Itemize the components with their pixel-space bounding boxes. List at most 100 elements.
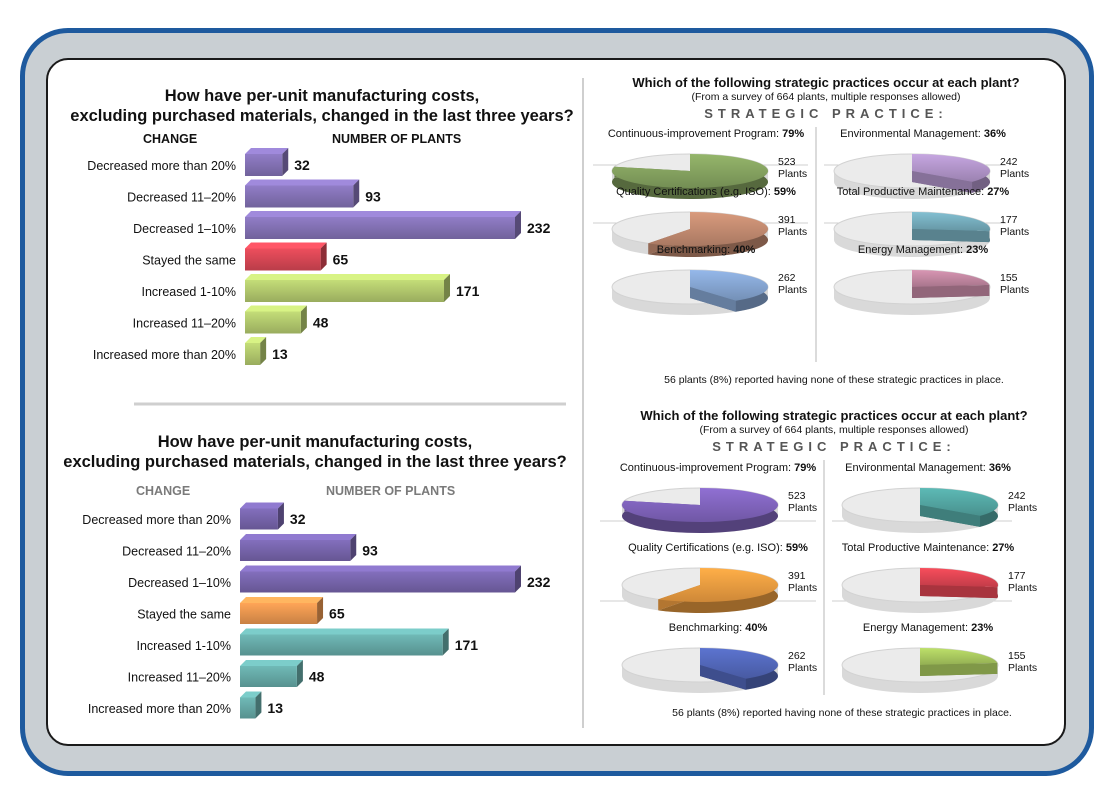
pie-count: 523 [778,156,796,168]
pie-count-unit: Plants [1000,168,1029,180]
pie-count-unit: Plants [778,284,807,296]
data-label: 171 [455,637,479,653]
bar-top-face [240,534,357,540]
pie-count-unit: Plants [1000,226,1029,238]
practice-percent: 40% [745,622,767,634]
pie-count: 242 [1008,490,1026,502]
bar-top-face [245,337,267,343]
section-label: STRATEGIC PRACTICE: [712,439,956,454]
category-label: Decreased 11–20% [122,545,231,559]
practice-label: Quality Certifications (e.g. ISO): 59% [616,186,796,198]
data-label: 232 [527,574,551,590]
data-label: 32 [294,157,310,173]
bar-top-face [240,660,303,666]
pie-slice [700,648,778,679]
pie-panel-title: Which of the following strategic practic… [640,408,1027,423]
data-label: 13 [267,700,283,716]
practice-percent: 27% [992,542,1014,554]
pie-slice [690,270,769,301]
pie-slice [658,568,779,603]
category-label: Increased 11–20% [133,317,236,331]
pie-slice [912,270,990,287]
bar-side-face [444,274,451,302]
pie-count-unit: Plants [1008,502,1037,514]
pie-slice-cut [920,585,998,599]
practice-label: Energy Management: 23% [858,244,988,256]
data-label: 171 [456,283,480,299]
pie-slice-cut [912,171,973,193]
bar [245,217,515,239]
pie-slice-cut [920,662,998,676]
practice-label: Benchmarking: 40% [657,244,756,256]
pie-count-unit: Plants [788,582,817,594]
bar-top-face [245,305,307,312]
practice-percent: 59% [786,542,808,554]
pie-panel-subtitle: (From a survey of 664 plants, multiple r… [691,91,960,103]
pie-count: 391 [788,570,806,582]
pie-count: 391 [778,214,796,226]
pie-slice-cut [912,229,990,243]
section-label: STRATEGIC PRACTICE: [704,106,948,121]
chart-title-line-2: excluding purchased materials, changed i… [70,107,573,125]
practice-name: Quality Certifications (e.g. ISO): [628,542,786,554]
bar-side-face [260,337,267,365]
bar-side-face [317,597,324,624]
practice-label: Energy Management: 23% [863,622,993,634]
pie-slice-cut [920,505,981,527]
bar-top-face [245,211,521,217]
bar-side-face [296,660,303,687]
pie-count: 155 [1008,650,1026,662]
pie-count: 262 [778,272,796,284]
pie-slice [648,212,769,246]
category-label: Increased 11–20% [128,671,231,685]
data-label: 232 [527,220,551,236]
category-label: Decreased 1–10% [128,576,231,590]
bar [245,154,283,176]
pie-count: 242 [1000,156,1018,168]
category-label: Increased more than 20% [93,348,236,362]
bar [245,280,445,302]
chart-title-line-1: How have per-unit manufacturing costs, [165,87,479,105]
bar [240,571,515,593]
practice-percent: 27% [987,186,1009,198]
data-label: 93 [365,189,381,205]
practice-name: Quality Certifications (e.g. ISO): [616,186,774,198]
data-label: 93 [362,543,378,559]
pie-slice [912,154,990,182]
chart-title-line-2: excluding purchased materials, changed i… [63,453,566,471]
practice-percent: 36% [989,462,1011,474]
category-label: Increased 1-10% [141,285,236,299]
footnote: 56 plants (8%) reported having none of t… [672,707,1012,719]
practice-percent: 79% [794,462,816,474]
practice-percent: 40% [733,244,755,256]
chart-title-line-1: How have per-unit manufacturing costs, [158,433,472,451]
bar-top-face [245,179,360,186]
bar-side-face [282,148,289,176]
pie-count-unit: Plants [1000,284,1029,296]
bar-top-face [245,148,289,154]
bar-side-face [300,305,307,334]
category-label: Decreased more than 20% [87,159,236,173]
category-label: Decreased more than 20% [82,513,231,527]
pie-count-unit: Plants [1008,582,1037,594]
bar [245,343,261,365]
bar [240,634,443,656]
bar-top-face [240,565,521,572]
practice-label: Total Productive Maintenance: 27% [842,542,1015,554]
data-label: 13 [272,346,288,362]
practice-percent: 36% [984,128,1006,140]
bar [245,248,321,271]
practice-label: Quality Certifications (e.g. ISO): 59% [628,542,808,554]
data-label: 32 [290,511,306,527]
bar-side-face [515,565,521,593]
practice-label: Environmental Management: 36% [840,128,1006,140]
practice-name: Environmental Management: [840,128,984,140]
bar-side-face [353,179,360,208]
practice-name: Benchmarking: [657,244,733,256]
bar [240,603,318,624]
bar [240,540,351,561]
practice-percent: 59% [774,186,796,198]
practice-name: Total Productive Maintenance: [842,542,992,554]
bar [240,508,278,530]
practice-label: Environmental Management: 36% [845,462,1011,474]
